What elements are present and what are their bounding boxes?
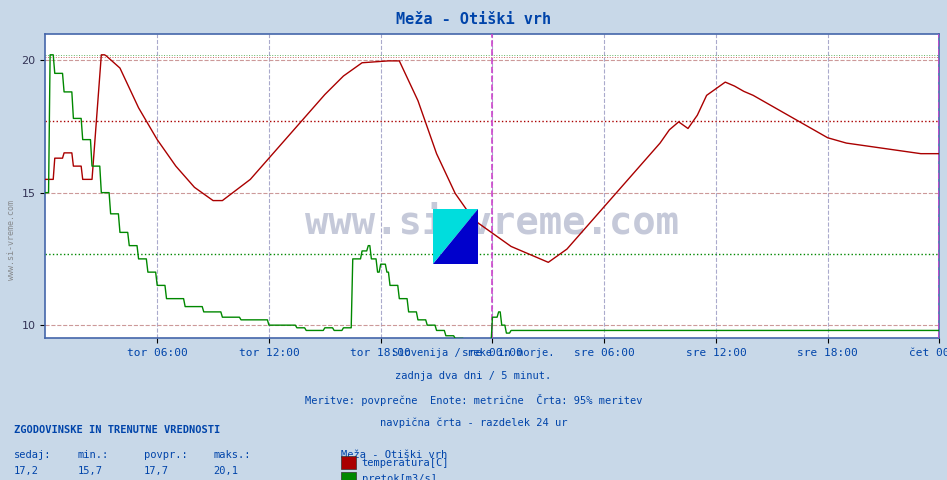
- Text: Meža - Otiški vrh: Meža - Otiški vrh: [341, 450, 447, 460]
- Text: 17,2: 17,2: [14, 466, 39, 476]
- Text: www.si-vreme.com: www.si-vreme.com: [7, 200, 16, 280]
- Text: ZGODOVINSKE IN TRENUTNE VREDNOSTI: ZGODOVINSKE IN TRENUTNE VREDNOSTI: [14, 425, 221, 435]
- Text: sedaj:: sedaj:: [14, 450, 52, 460]
- Text: Meritve: povprečne  Enote: metrične  Črta: 95% meritev: Meritve: povprečne Enote: metrične Črta:…: [305, 394, 642, 406]
- Text: temperatura[C]: temperatura[C]: [362, 458, 449, 468]
- Text: pretok[m3/s]: pretok[m3/s]: [362, 474, 437, 480]
- Text: 15,7: 15,7: [78, 466, 102, 476]
- Text: maks.:: maks.:: [213, 450, 251, 460]
- Text: 20,1: 20,1: [213, 466, 238, 476]
- Text: zadnja dva dni / 5 minut.: zadnja dva dni / 5 minut.: [396, 371, 551, 381]
- Text: min.:: min.:: [78, 450, 109, 460]
- Text: povpr.:: povpr.:: [144, 450, 188, 460]
- Text: 17,7: 17,7: [144, 466, 169, 476]
- Polygon shape: [433, 209, 478, 264]
- Text: www.si-vreme.com: www.si-vreme.com: [306, 204, 679, 241]
- Text: Meža - Otiški vrh: Meža - Otiški vrh: [396, 12, 551, 27]
- Polygon shape: [433, 209, 478, 264]
- Text: navpična črta - razdelek 24 ur: navpična črta - razdelek 24 ur: [380, 417, 567, 428]
- Text: Slovenija / reke in morje.: Slovenija / reke in morje.: [392, 348, 555, 358]
